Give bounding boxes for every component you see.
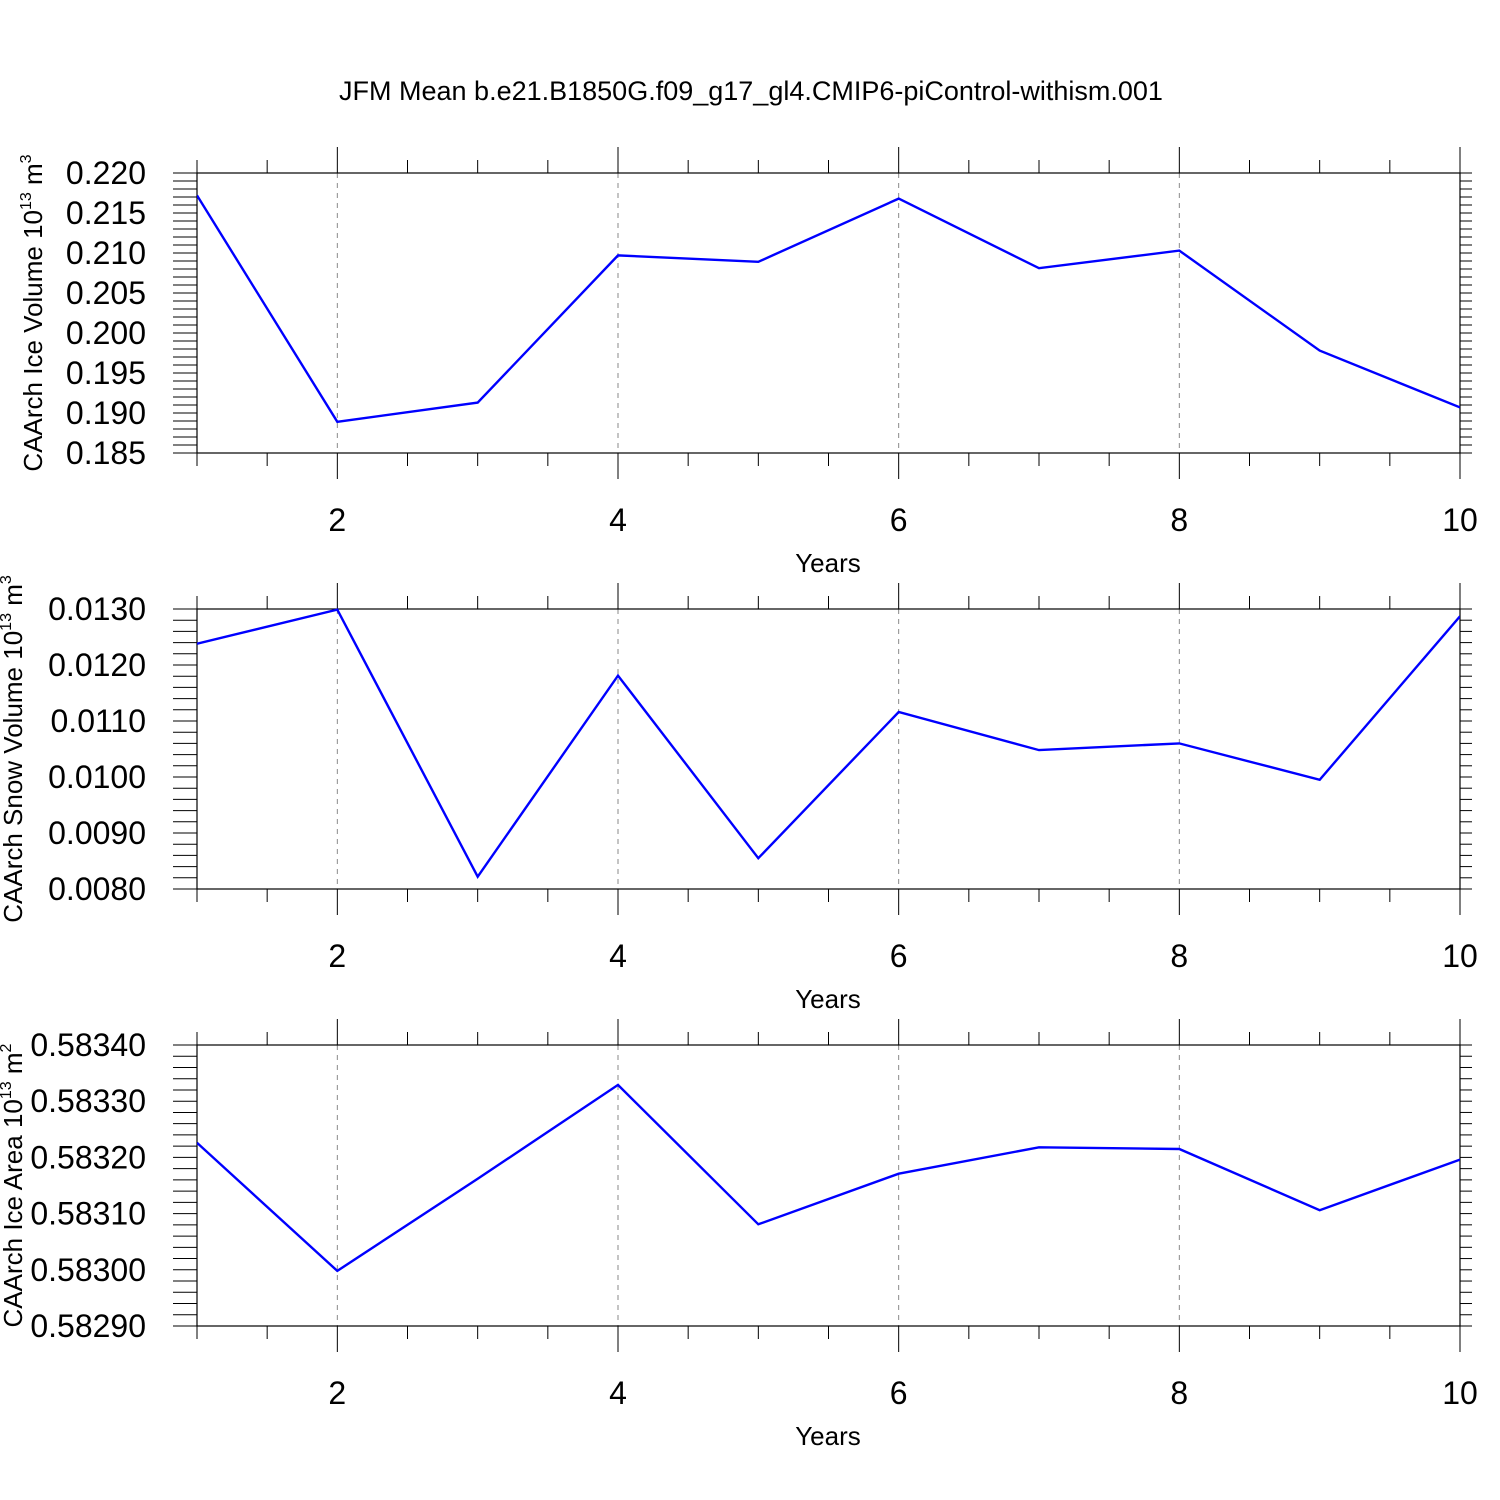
y-tick-label: 0.58300 [30, 1252, 146, 1288]
y-tick-label: 0.0130 [48, 591, 146, 627]
x-tick-label: 6 [890, 1375, 908, 1411]
y-tick-label: 0.58310 [30, 1196, 146, 1232]
chart-panels: 2 4 6 8 10 0.185 0.190 0.195 0.200 0.205 0.210 0.21… [0, 147, 1478, 1451]
chart-panel-2: 2 4 6 8 10 0.0080 0.0090 0.0100 0.0110 0.0120 0.01… [0, 575, 1478, 1014]
x-tick-label: 8 [1170, 502, 1188, 538]
chart-panel-3: 2 4 6 8 10 0.58290 0.58300 0.58310 0.58320 0.5833… [0, 1019, 1478, 1451]
x-tick-label: 6 [890, 938, 908, 974]
plot-frame [196, 1044, 1461, 1327]
series-line [197, 608, 1460, 880]
x-tick-label: 2 [328, 1375, 346, 1411]
x-tick-label: 6 [890, 502, 908, 538]
y-axis-label: CAArch Ice Volume 1013 m3 [18, 154, 48, 471]
series-line [197, 194, 1460, 424]
y-tick-label: 0.190 [66, 395, 146, 431]
y-axis-label: CAArch Ice Area 1013 m2 [0, 1043, 28, 1327]
y-tick-label: 0.210 [66, 235, 146, 271]
y-tick-label: 0.200 [66, 315, 146, 351]
y-axis-label: CAArch Snow Volume 1013 m3 [0, 575, 28, 923]
x-tick-label: 4 [609, 1375, 627, 1411]
x-axis-label: Years [795, 984, 861, 1014]
y-tick-label: 0.58330 [30, 1083, 146, 1119]
y-tick-label: 0.58320 [30, 1139, 146, 1175]
x-tick-label: 8 [1170, 1375, 1188, 1411]
y-tick-label: 0.58340 [30, 1027, 146, 1063]
x-axis-label: Years [795, 1421, 861, 1451]
x-tick-label: 10 [1442, 1375, 1478, 1411]
y-tick-label: 0.0090 [48, 815, 146, 851]
y-tick-label: 0.215 [66, 195, 146, 231]
series-line [197, 1083, 1460, 1273]
y-tick-label: 0.0100 [48, 759, 146, 795]
y-tick-label: 0.220 [66, 155, 146, 191]
y-tick-label: 0.185 [66, 435, 146, 471]
x-axis-label: Years [795, 548, 861, 578]
x-tick-label: 4 [609, 502, 627, 538]
x-tick-label: 10 [1442, 502, 1478, 538]
y-tick-label: 0.0120 [48, 647, 146, 683]
y-tick-label: 0.195 [66, 355, 146, 391]
figure-title: JFM Mean b.e21.B1850G.f09_g17_gl4.CMIP6-… [339, 76, 1163, 106]
y-tick-label: 0.0080 [48, 871, 146, 907]
x-tick-label: 10 [1442, 938, 1478, 974]
x-tick-label: 2 [328, 938, 346, 974]
y-tick-label: 0.0110 [51, 703, 147, 739]
y-tick-label: 0.205 [66, 275, 146, 311]
plot-frame [196, 172, 1461, 454]
plot-frame [196, 608, 1461, 890]
y-tick-label: 0.58290 [30, 1308, 146, 1344]
x-tick-label: 2 [328, 502, 346, 538]
x-tick-label: 8 [1170, 938, 1188, 974]
x-tick-label: 4 [609, 938, 627, 974]
chart-panel-1: 2 4 6 8 10 0.185 0.190 0.195 0.200 0.205 0.210 0.21… [18, 147, 1478, 578]
